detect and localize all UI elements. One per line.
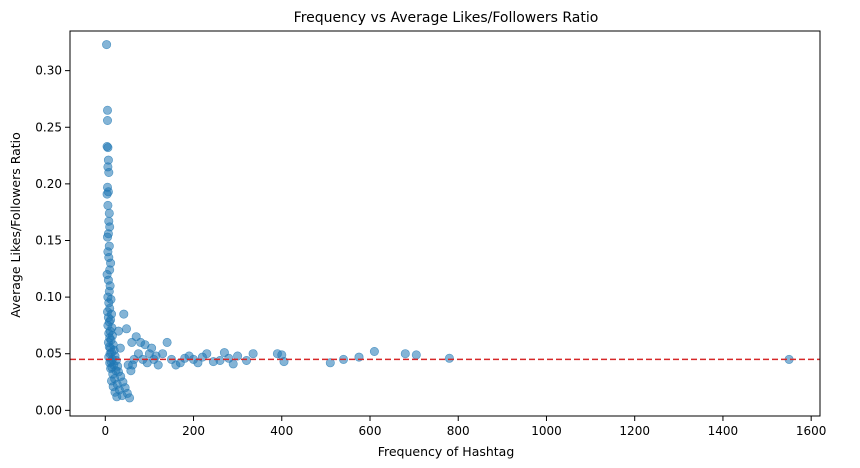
- data-point: [102, 189, 112, 199]
- y-axis-label: Average Likes/Followers Ratio: [8, 132, 23, 318]
- data-point: [102, 40, 112, 50]
- data-point: [103, 143, 113, 153]
- x-tick-label: 400: [270, 424, 293, 438]
- data-point: [248, 349, 258, 359]
- data-point: [103, 232, 113, 242]
- data-point: [104, 168, 114, 178]
- y-tick-label: 0.25: [35, 120, 62, 134]
- data-point: [103, 200, 113, 210]
- y-axis: 0.00 0.05 0.10 0.15 0.20 0.25 0.30: [35, 64, 70, 417]
- y-tick-label: 0.20: [35, 177, 62, 191]
- x-axis: 0 200 400 600 800 1000 1200 1400 1600: [101, 416, 826, 438]
- points-layer: [102, 40, 794, 403]
- data-point: [242, 355, 252, 365]
- data-point: [233, 351, 243, 361]
- data-point: [119, 309, 129, 319]
- x-tick-label: 0: [101, 424, 109, 438]
- data-point: [114, 326, 124, 336]
- x-tick-label: 200: [182, 424, 205, 438]
- data-point: [103, 105, 113, 115]
- data-point: [147, 343, 157, 353]
- y-tick-label: 0.10: [35, 290, 62, 304]
- data-point: [153, 360, 163, 370]
- x-tick-label: 600: [359, 424, 382, 438]
- data-point: [325, 358, 335, 368]
- y-tick-label: 0.15: [35, 233, 62, 247]
- data-point: [411, 350, 421, 360]
- data-point: [158, 349, 168, 359]
- data-point: [228, 359, 238, 369]
- data-point: [103, 116, 113, 126]
- x-tick-label: 1600: [796, 424, 827, 438]
- data-point: [104, 208, 114, 218]
- x-tick-label: 1200: [619, 424, 650, 438]
- y-tick-label: 0.00: [35, 403, 62, 417]
- x-tick-label: 800: [447, 424, 470, 438]
- data-point: [115, 343, 125, 353]
- y-tick-label: 0.05: [35, 347, 62, 361]
- data-point: [125, 393, 135, 403]
- x-axis-label: Frequency of Hashtag: [378, 444, 515, 459]
- y-tick-label: 0.30: [35, 64, 62, 78]
- x-tick-label: 1000: [531, 424, 562, 438]
- data-point: [215, 355, 225, 365]
- data-point: [112, 392, 122, 402]
- x-tick-label: 1400: [708, 424, 739, 438]
- data-point: [128, 360, 138, 370]
- data-point: [369, 346, 379, 356]
- data-point: [444, 353, 454, 363]
- data-point: [202, 349, 212, 359]
- chart-title: Frequency vs Average Likes/Followers Rat…: [294, 10, 599, 26]
- data-point: [400, 349, 410, 359]
- plot-frame: [69, 30, 821, 417]
- data-point: [122, 324, 132, 334]
- data-point: [162, 337, 172, 347]
